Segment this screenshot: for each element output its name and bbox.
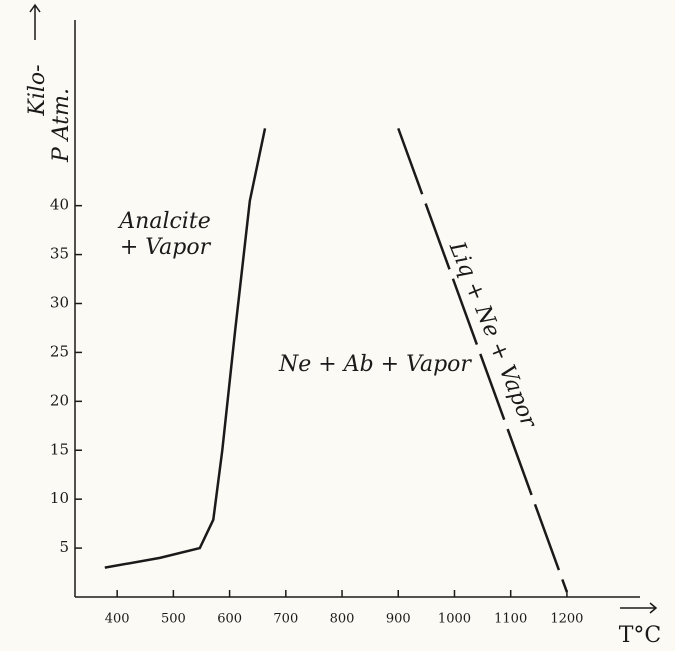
x-tick-label: 1100 — [494, 612, 527, 627]
x-tick-label: 1200 — [550, 612, 583, 627]
y-tick-label: 35 — [50, 245, 69, 263]
y-tick-label: 5 — [59, 538, 69, 556]
phase-boundary — [104, 128, 267, 569]
y-tick-label: 40 — [50, 196, 69, 214]
x-axis-label: T°C — [619, 623, 662, 648]
x-tick-label: 1000 — [438, 612, 471, 627]
x-tick-label: 900 — [386, 612, 411, 627]
y-tick-label: 25 — [50, 342, 69, 360]
y-axis-label: Kilo- — [25, 64, 50, 116]
x-tick-label: 500 — [161, 612, 186, 627]
region-label: Analcite — [117, 209, 210, 234]
region-label: Liq + Ne + Vapor — [443, 238, 541, 433]
y-tick-label: 30 — [50, 294, 69, 312]
y-tick-label: 10 — [50, 489, 69, 507]
x-tick-label: 600 — [217, 612, 242, 627]
y-tick-label: 15 — [50, 440, 69, 458]
y-axis-label: P Atm. — [49, 88, 74, 163]
region-label: + Vapor — [120, 235, 212, 260]
x-arrow — [620, 602, 658, 614]
x-tick-label: 700 — [273, 612, 298, 627]
y-tick-label: 20 — [50, 391, 69, 409]
y-arrow — [29, 3, 41, 40]
x-tick-label: 400 — [105, 612, 130, 627]
x-tick-label: 800 — [330, 612, 355, 627]
phase-boundary — [397, 127, 569, 593]
region-label: Ne + Ab + Vapor — [278, 352, 472, 377]
